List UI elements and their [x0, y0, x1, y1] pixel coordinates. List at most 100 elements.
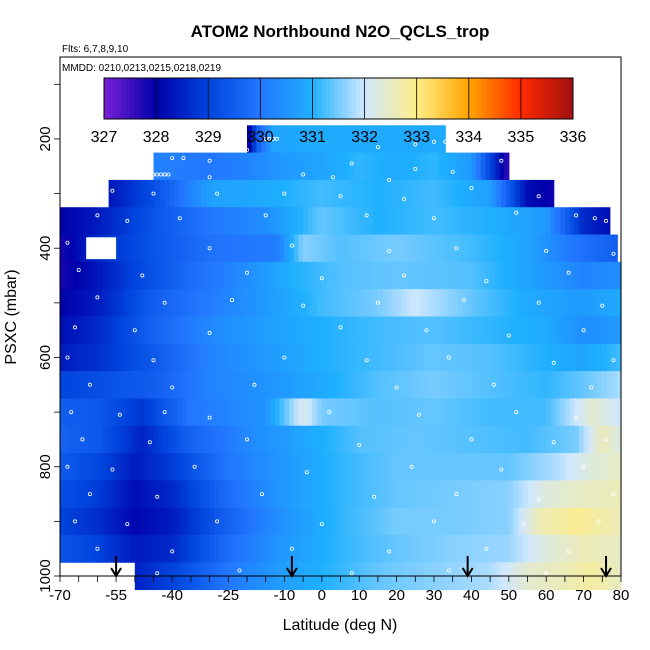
- heatmap-cell: [485, 316, 491, 345]
- heatmap-cell: [518, 425, 524, 454]
- heatmap-cell: [578, 425, 585, 454]
- heatmap-cell: [569, 343, 575, 372]
- heatmap-cell: [116, 316, 122, 345]
- heatmap-cell: [237, 535, 243, 563]
- heatmap-cell: [536, 234, 543, 263]
- heatmap-cell: [307, 343, 314, 372]
- heatmap-cell: [261, 207, 267, 235]
- heatmap-cell: [326, 316, 332, 345]
- heatmap-cell: [251, 535, 257, 563]
- heatmap-cell: [438, 398, 444, 427]
- heatmap-cell: [340, 316, 346, 345]
- heatmap-cell: [363, 125, 370, 154]
- observation-point: [469, 437, 474, 442]
- heatmap-cell: [370, 179, 376, 208]
- heatmap-cell: [181, 289, 187, 317]
- heatmap-cell: [200, 316, 206, 345]
- heatmap-cell: [116, 480, 122, 509]
- heatmap-cell: [117, 179, 124, 208]
- heatmap-cell: [382, 152, 388, 181]
- heatmap-cell: [64, 261, 70, 290]
- colorbar-swatch: [117, 78, 122, 119]
- heatmap-cell: [602, 480, 608, 509]
- heatmap-cell: [148, 207, 155, 235]
- heatmap-cell: [200, 425, 206, 454]
- colorbar-swatch: [438, 78, 444, 119]
- heatmap-cell: [303, 125, 309, 154]
- heatmap-cell: [513, 453, 519, 481]
- heatmap-cell: [218, 343, 225, 372]
- heatmap-cell: [518, 207, 524, 235]
- heatmap-cell: [60, 207, 66, 235]
- colorbar-swatch: [525, 78, 531, 119]
- heatmap-cell: [120, 261, 127, 290]
- flights-label: Flts: 6,7,8,9,10: [62, 44, 129, 55]
- heatmap-cell: [113, 179, 119, 208]
- heatmap-cell: [331, 535, 337, 563]
- heatmap-cell: [569, 425, 575, 454]
- heatmap-cell: [602, 234, 608, 263]
- heatmap-cell: [326, 507, 332, 536]
- heatmap-cell: [289, 261, 295, 290]
- heatmap-cell: [181, 261, 187, 290]
- heatmap-cell: [396, 371, 402, 399]
- heatmap-cell: [480, 425, 487, 454]
- heatmap-cell: [314, 179, 320, 208]
- heatmap-cell: [536, 343, 543, 372]
- heatmap-cell: [359, 507, 365, 536]
- heatmap-cell: [616, 535, 622, 563]
- heatmap-cell: [60, 234, 66, 263]
- heatmap-cell: [349, 398, 356, 427]
- heatmap-cell: [359, 316, 365, 345]
- observation-points: [65, 136, 616, 576]
- heatmap-cell: [223, 207, 229, 235]
- heatmap-cell: [148, 480, 155, 509]
- heatmap-cell: [569, 398, 575, 427]
- heatmap-cell: [102, 261, 108, 290]
- heatmap-cell: [340, 152, 346, 181]
- heatmap-cell: [583, 535, 589, 563]
- observation-point: [604, 218, 609, 223]
- colorbar-swatch: [368, 78, 374, 119]
- colorbar-swatch: [112, 78, 118, 119]
- heatmap-cell: [373, 507, 379, 536]
- heatmap-cell: [69, 343, 75, 372]
- heatmap-cell: [611, 261, 617, 290]
- heatmap-cell: [153, 425, 159, 454]
- heatmap-cell: [190, 453, 197, 481]
- heatmap-cell: [518, 507, 524, 536]
- heatmap-cell: [204, 425, 211, 454]
- heatmap-cell: [405, 207, 412, 235]
- heatmap-cell: [64, 535, 70, 563]
- heatmap-cell: [317, 207, 323, 235]
- heatmap-cell: [434, 480, 440, 509]
- heatmap-cell: [410, 507, 416, 536]
- observation-point: [525, 172, 530, 177]
- heatmap-cell: [438, 316, 444, 345]
- heatmap-cell: [611, 316, 617, 345]
- heatmap-cell: [602, 289, 608, 317]
- heatmap-cell: [303, 261, 309, 290]
- heatmap-cell: [181, 535, 187, 563]
- heatmap-cell: [209, 398, 215, 427]
- heatmap-cell: [583, 207, 589, 235]
- heatmap-cell: [508, 453, 515, 481]
- heatmap-cell: [97, 316, 103, 345]
- heatmap-cell: [522, 371, 529, 399]
- heatmap-cell: [218, 261, 225, 290]
- heatmap-cell: [181, 425, 187, 454]
- heatmap-cell: [602, 425, 608, 454]
- heatmap-cell: [468, 179, 474, 208]
- colorbar-tick-label: 333: [403, 129, 430, 146]
- heatmap-cell: [513, 480, 519, 509]
- heatmap-cell: [522, 535, 529, 563]
- heatmap-cell: [359, 289, 365, 317]
- heatmap-cell: [88, 425, 94, 454]
- heatmap-cell: [247, 316, 253, 345]
- observation-point: [544, 571, 549, 576]
- heatmap-cell: [588, 207, 594, 235]
- heatmap-cell: [429, 316, 435, 345]
- heatmap-cell: [504, 234, 510, 263]
- heatmap-cell: [405, 261, 412, 290]
- observation-point: [349, 161, 354, 166]
